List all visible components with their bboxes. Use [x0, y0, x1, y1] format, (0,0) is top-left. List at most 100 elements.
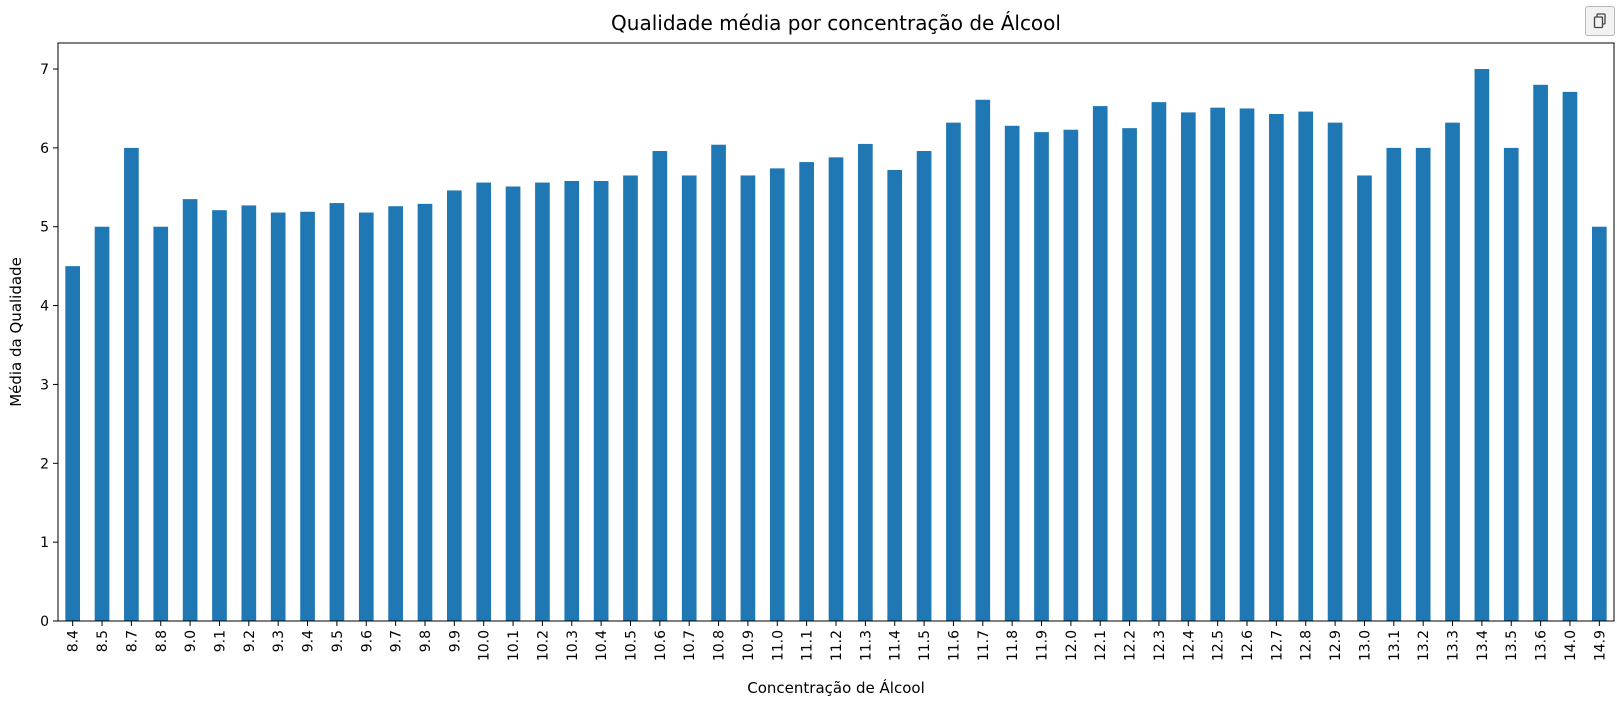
x-tick-label: 9.8 — [418, 630, 434, 652]
x-tick-label: 8.4 — [66, 630, 82, 652]
bar — [1004, 125, 1020, 622]
x-tick-label: 12.0 — [1064, 630, 1080, 661]
bar — [1269, 113, 1284, 621]
bar — [828, 157, 844, 621]
x-tick-label: 9.0 — [183, 630, 199, 652]
y-tick-label: 0 — [40, 614, 49, 630]
bar — [799, 162, 814, 621]
x-tick-label: 13.6 — [1534, 630, 1550, 661]
copy-button[interactable] — [1585, 6, 1615, 36]
x-tick-label: 9.7 — [389, 630, 405, 652]
bar — [1474, 69, 1490, 621]
x-tick-label: 10.8 — [712, 630, 728, 661]
x-tick-label: 11.2 — [829, 630, 845, 661]
x-tick-label: 10.1 — [506, 630, 522, 661]
chart-title: Qualidade média por concentração de Álco… — [611, 11, 1061, 35]
bar — [447, 190, 462, 621]
x-tick-label: 8.7 — [124, 630, 140, 652]
bar — [212, 210, 227, 622]
x-tick-label: 8.5 — [95, 630, 111, 652]
x-tick-label: 10.3 — [565, 630, 581, 661]
x-tick-label: 11.0 — [770, 630, 786, 661]
bar — [1591, 226, 1607, 622]
y-tick-label: 2 — [40, 456, 49, 472]
bar — [652, 151, 668, 621]
bar — [769, 168, 785, 621]
bar — [1533, 84, 1548, 622]
bar — [1503, 147, 1519, 621]
bar — [1034, 132, 1049, 622]
bar — [1386, 147, 1402, 621]
bar — [623, 175, 638, 621]
x-tick-label: 11.9 — [1035, 630, 1051, 661]
bar — [241, 205, 257, 621]
x-tick-label: 10.2 — [535, 630, 551, 661]
x-tick-label: 12.8 — [1299, 630, 1315, 661]
x-tick-label: 10.5 — [623, 630, 639, 661]
bar — [975, 99, 991, 621]
bar — [1122, 128, 1137, 621]
x-tick-label: 9.1 — [212, 630, 228, 652]
y-tick-label: 3 — [40, 377, 49, 393]
x-tick-label: 10.4 — [594, 630, 610, 661]
x-tick-label: 11.8 — [1005, 630, 1021, 661]
x-tick-label: 13.0 — [1357, 630, 1373, 661]
bar — [270, 212, 286, 622]
bar — [329, 203, 345, 621]
x-tick-label: 12.5 — [1211, 630, 1227, 661]
bar — [916, 151, 932, 621]
copy-icon — [1593, 13, 1606, 29]
bar — [887, 169, 903, 621]
x-tick-label: 12.2 — [1123, 630, 1139, 661]
x-tick-label: 13.5 — [1504, 630, 1520, 661]
bar — [94, 226, 110, 622]
y-tick-label: 5 — [40, 220, 49, 236]
bar — [124, 147, 139, 621]
x-tick-label: 10.9 — [741, 630, 757, 661]
y-tick-label: 1 — [40, 535, 49, 551]
x-tick-label: 9.2 — [242, 630, 258, 652]
bar — [711, 144, 726, 621]
y-tick-label: 7 — [40, 62, 49, 78]
y-axis-label: Média da Qualidade — [7, 257, 25, 407]
x-tick-label: 10.0 — [477, 630, 493, 661]
bar — [946, 122, 961, 621]
y-tick-label: 6 — [40, 141, 49, 157]
x-tick-label: 9.9 — [447, 630, 463, 652]
bar — [1298, 111, 1314, 621]
x-axis-label: Concentração de Álcool — [747, 678, 924, 697]
bar — [1092, 106, 1108, 621]
bar — [1445, 122, 1460, 621]
x-tick-label: 13.3 — [1446, 630, 1462, 661]
bar — [388, 206, 403, 622]
x-tick-label: 9.5 — [330, 630, 346, 652]
bar — [1562, 91, 1578, 621]
bar — [417, 203, 433, 622]
bar — [1357, 175, 1372, 621]
bar — [182, 199, 198, 621]
x-tick-label: 14.0 — [1563, 630, 1579, 661]
x-tick-label: 12.9 — [1328, 630, 1344, 661]
x-tick-label: 12.6 — [1240, 630, 1256, 661]
bar — [1063, 129, 1079, 622]
bar — [740, 175, 756, 621]
x-tick-label: 12.7 — [1269, 630, 1285, 661]
x-tick-label: 9.4 — [301, 630, 317, 652]
x-tick-label: 11.7 — [976, 630, 992, 661]
bar — [1415, 147, 1431, 621]
x-tick-label: 11.4 — [888, 630, 904, 661]
x-tick-label: 10.6 — [653, 630, 669, 661]
bar — [476, 182, 492, 621]
x-tick-label: 11.3 — [858, 630, 874, 661]
x-tick-label: 11.1 — [800, 630, 816, 661]
bar — [505, 186, 521, 621]
bar — [1327, 122, 1343, 621]
y-tick-label: 4 — [40, 299, 49, 315]
bar — [1180, 112, 1196, 621]
x-tick-label: 13.4 — [1475, 630, 1491, 661]
x-tick-label: 8.8 — [154, 630, 170, 652]
x-tick-label: 14.9 — [1592, 630, 1608, 661]
bar — [593, 180, 609, 622]
x-tick-label: 11.6 — [946, 630, 962, 661]
x-tick-label: 13.2 — [1416, 630, 1432, 661]
